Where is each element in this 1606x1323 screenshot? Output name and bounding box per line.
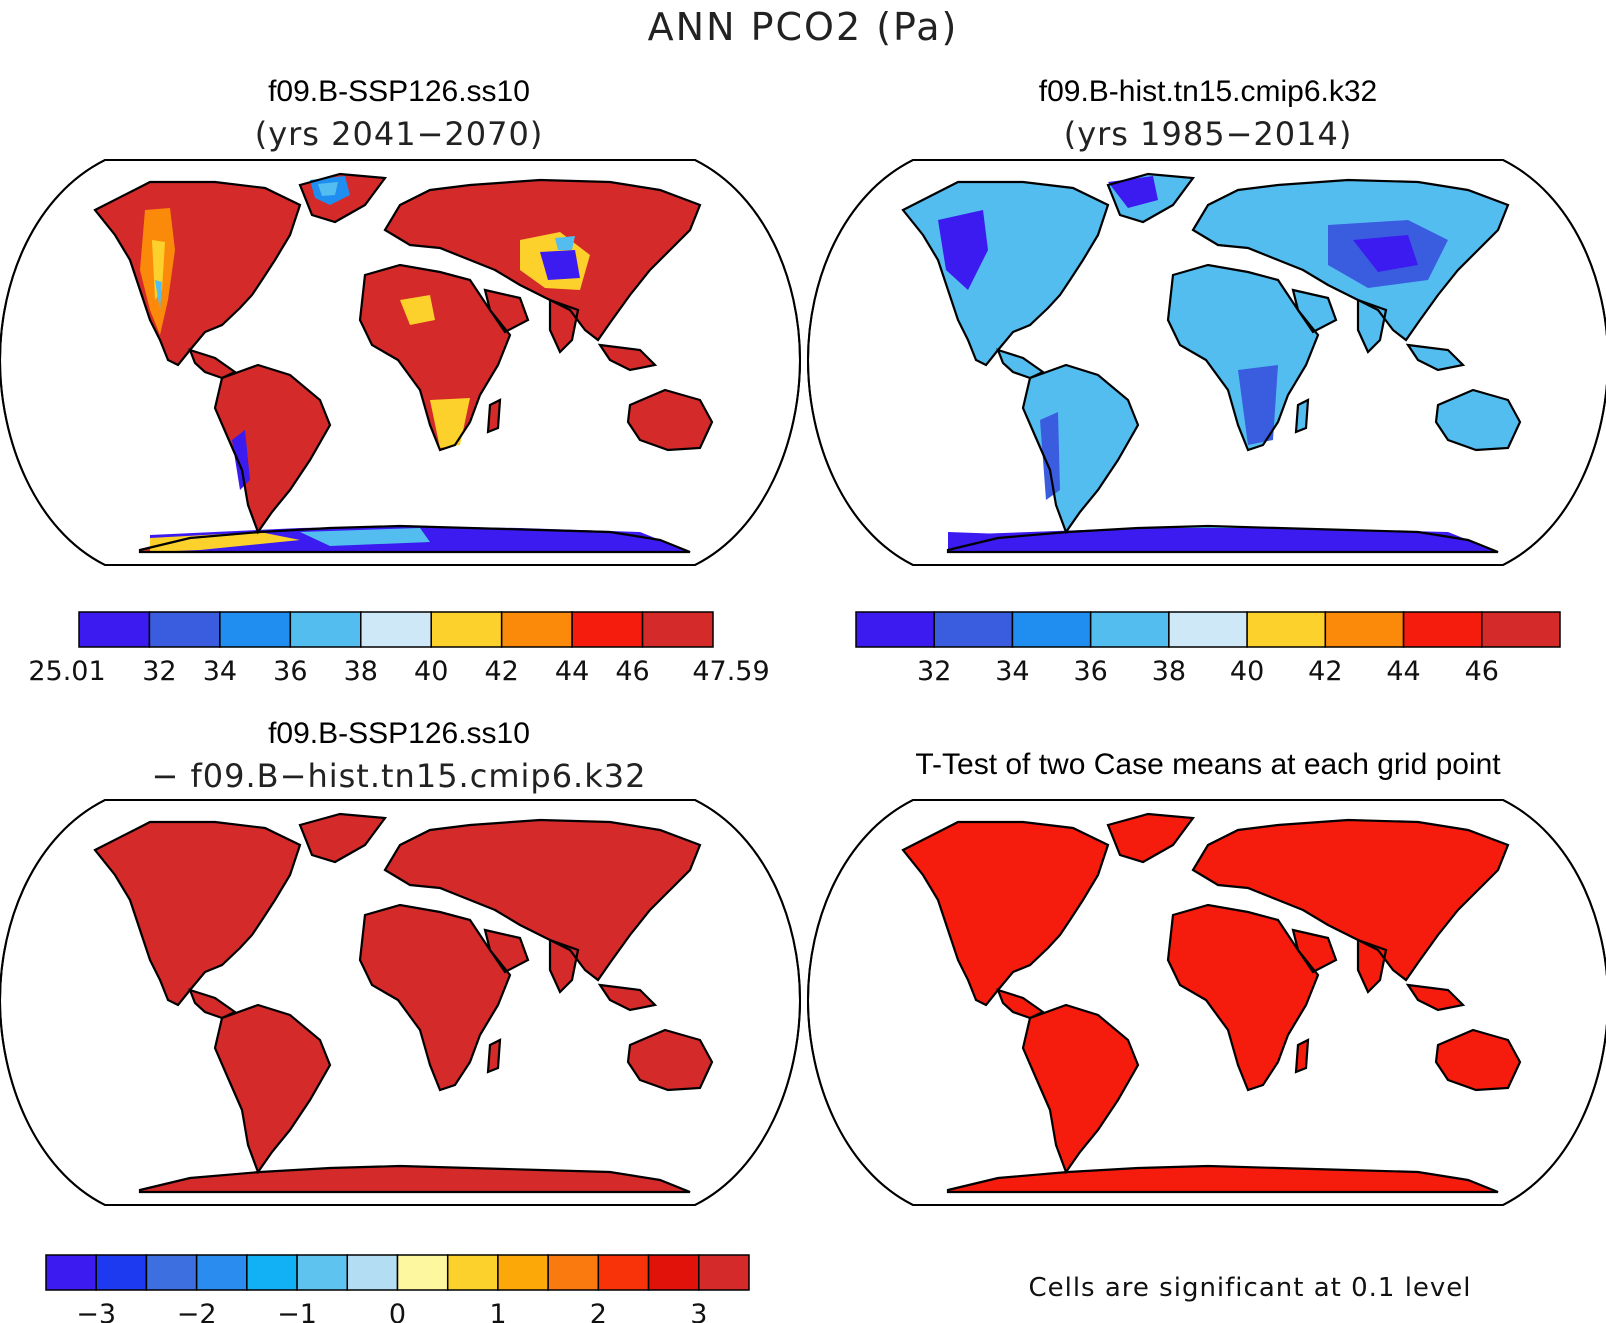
significance-note: Cells are significant at 0.1 level [1028, 1273, 1471, 1303]
colorbar-tick-label: 36 [1073, 656, 1107, 687]
colorbar-swatch [219, 611, 292, 648]
colorbar-tick-label: 25.01 [28, 656, 105, 687]
panel-hist-map [806, 159, 1606, 566]
colorbar-swatch [95, 1254, 148, 1291]
colorbar-swatch [1011, 611, 1092, 648]
panel-hist-years: (yrs 1985−2014) [1064, 115, 1353, 153]
panel-difference-case-title: f09.B-SSP126.ss10 [268, 717, 530, 750]
map-border [0, 799, 802, 1206]
colorbar-tick-label: 0 [389, 1299, 406, 1323]
colorbar-tick-label: 34 [995, 656, 1029, 687]
colorbar-tick-label: 38 [344, 656, 378, 687]
panel-difference-map [0, 799, 802, 1206]
colorbar-tick-label: 44 [555, 656, 589, 687]
colorbar-swatch [1089, 611, 1170, 648]
colorbar-swatch [597, 1254, 650, 1291]
colorbar-swatch [296, 1254, 349, 1291]
colorbar-swatch [1168, 611, 1248, 648]
panel-ssp126-colorbar: 25.01 32 34 36 38 40 42 44 46 47.59 [28, 611, 770, 687]
colorbar-swatch [195, 1254, 248, 1291]
colorbar-swatch [360, 611, 432, 648]
colorbar-swatch [647, 1254, 700, 1291]
colorbar-swatch [346, 1254, 399, 1291]
panel-difference-colorbar: −3 −2 −1 0 1 2 3 [45, 1254, 750, 1323]
panel-ssp126: f09.B-SSP126.ss10 (yrs 2041−2070) 25.01 3… [0, 75, 802, 687]
colorbar-swatch [45, 1254, 97, 1291]
colorbar-swatch [500, 611, 573, 648]
colorbar-swatch [1246, 611, 1327, 648]
colorbar-tick-label: 42 [1308, 656, 1342, 687]
panel-hist-colorbar: 32 34 36 38 40 42 44 46 [855, 611, 1561, 687]
colorbar-tick-label: 1 [489, 1299, 506, 1323]
colorbar-swatch [1481, 611, 1561, 648]
colorbar-swatch [1402, 611, 1483, 648]
panel-difference-minus-line: − f09.B−hist.tn15.cmip6.k32 [152, 757, 647, 795]
colorbar-swatch [933, 611, 1014, 648]
colorbar-swatch [246, 1254, 298, 1291]
colorbar-tick-label: 2 [590, 1299, 607, 1323]
map-border [0, 159, 802, 566]
map-border [806, 159, 1606, 566]
panel-ttest-title: T-Test of two Case means at each grid po… [915, 748, 1501, 781]
colorbar-swatch [430, 611, 503, 648]
colorbar-swatch [396, 1254, 449, 1291]
colorbar-tick-label: 46 [1465, 656, 1499, 687]
colorbar-tick-label: 47.59 [692, 656, 769, 687]
panel-ssp126-case-title: f09.B-SSP126.ss10 [268, 75, 530, 108]
colorbar-tick-label: 46 [615, 656, 649, 687]
colorbar-swatch [571, 611, 644, 648]
colorbar-swatch [289, 611, 362, 648]
colorbar-swatch [641, 611, 714, 648]
colorbar-tick-label: 32 [917, 656, 951, 687]
map-border [806, 799, 1606, 1206]
colorbar-tick-label: 34 [203, 656, 237, 687]
figure-title: ANN PCO2 (Pa) [648, 5, 959, 49]
colorbar-swatch [497, 1254, 549, 1291]
colorbar-tick-label: 32 [142, 656, 176, 687]
colorbar-tick-label: 40 [1230, 656, 1264, 687]
colorbar-swatch [547, 1254, 600, 1291]
colorbar-swatch [855, 611, 935, 648]
colorbar-tick-label: 3 [690, 1299, 707, 1323]
panel-ttest-map [806, 799, 1606, 1206]
panel-difference: f09.B-SSP126.ss10 − f09.B−hist.tn15.cmip… [0, 717, 802, 1323]
colorbar-tick-label: 40 [414, 656, 448, 687]
panel-hist-case-title: f09.B-hist.tn15.cmip6.k32 [1039, 75, 1378, 108]
colorbar-swatch [1324, 611, 1405, 648]
colorbar-swatch [698, 1254, 750, 1291]
panel-ssp126-map [0, 159, 802, 566]
colorbar-tick-label: 42 [484, 656, 518, 687]
colorbar-swatch [148, 611, 221, 648]
colorbar-tick-label: 38 [1152, 656, 1186, 687]
colorbar-tick-label: 44 [1386, 656, 1420, 687]
colorbar-tick-label: −1 [277, 1299, 317, 1323]
colorbar-swatch [78, 611, 151, 648]
colorbar-tick-label: 36 [273, 656, 307, 687]
panel-hist: f09.B-hist.tn15.cmip6.k32 (yrs 1985−2014… [806, 75, 1606, 687]
panel-ttest: T-Test of two Case means at each grid po… [806, 748, 1606, 1303]
colorbar-swatch [145, 1254, 198, 1291]
colorbar-tick-label: −3 [76, 1299, 116, 1323]
colorbar-swatch [446, 1254, 499, 1291]
colorbar-tick-label: −2 [177, 1299, 217, 1323]
panel-ssp126-years: (yrs 2041−2070) [255, 115, 544, 153]
